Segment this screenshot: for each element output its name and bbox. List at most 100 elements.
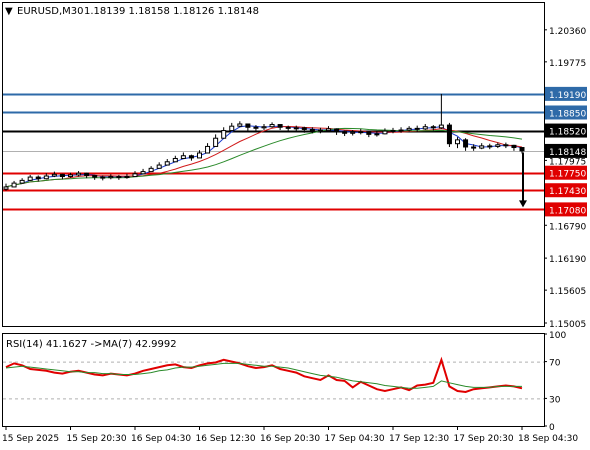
candle-body [35, 176, 41, 180]
candle-body [366, 131, 372, 135]
level-price-label: 1.18850 [549, 109, 586, 119]
level-price-tag [545, 105, 587, 120]
candle-body [108, 176, 114, 179]
candle-body [51, 173, 57, 177]
candle-body [3, 186, 9, 190]
candle-body [188, 155, 194, 159]
current-price-tag [545, 143, 587, 158]
price-tick-label: 1.19775 [549, 59, 586, 69]
candle-body [342, 131, 348, 134]
candle-body [455, 139, 460, 145]
candle-body [471, 146, 477, 149]
candle-body [261, 126, 267, 129]
time-tick-label: 16 Sep 04:30 [131, 434, 191, 444]
rsi-indicator: 100 70 30 0 [3, 331, 566, 433]
candle-body [301, 127, 307, 130]
candle-body [503, 144, 509, 147]
price-panel-frame [2, 2, 545, 327]
level-price-label: 1.19190 [549, 91, 586, 101]
candle-body [463, 139, 469, 148]
symbol-timeframe: EURUSD,M30 [17, 6, 83, 17]
candle-body [317, 129, 323, 132]
level-price-tag [545, 202, 587, 217]
candle-body [253, 126, 259, 129]
level-price-tag [545, 183, 587, 198]
rsi-ma-line [5, 362, 522, 389]
arrow-head [519, 200, 527, 208]
candle-body [180, 155, 186, 159]
candle-body [430, 126, 436, 129]
current-price-label: 1.18148 [549, 148, 586, 158]
candle-body [245, 123, 251, 128]
rsi-tick-label: 70 [549, 359, 561, 369]
candle-body [156, 164, 162, 169]
candle-body [438, 124, 444, 129]
forecast-arrow [519, 152, 527, 208]
rsi-tick-label: 30 [549, 395, 561, 405]
candle-body [140, 171, 146, 175]
time-tick-label: 17 Sep 04:30 [325, 434, 385, 444]
candle-body [100, 176, 106, 179]
candle-body [390, 130, 396, 133]
candle-body [84, 172, 90, 176]
level-price-label: 1.17080 [549, 206, 586, 216]
time-tick-label: 16 Sep 12:30 [196, 434, 256, 444]
time-tick-label: 18 Sep 04:30 [518, 434, 578, 444]
candle-body [237, 123, 243, 127]
level-price-tag [545, 86, 587, 101]
candle-body [519, 147, 525, 152]
candle-body [92, 174, 98, 178]
level-price-tag [545, 123, 587, 138]
candle-body [132, 173, 138, 178]
header-arrow-icon[interactable]: ▼ [5, 6, 13, 17]
candle-body [374, 133, 380, 136]
candle-body [172, 157, 178, 163]
candle-body [221, 130, 227, 139]
candle-body [350, 131, 356, 134]
candle-body [197, 152, 202, 159]
candle-body [511, 144, 517, 149]
candle-body [43, 175, 49, 180]
candle-body [76, 172, 82, 176]
candle-body [358, 131, 364, 134]
price-tick-label: 1.16790 [549, 222, 586, 232]
time-tick-label: 17 Sep 12:30 [389, 434, 449, 444]
candle-body [446, 124, 452, 145]
candlesticks [3, 93, 525, 191]
candle-body [382, 130, 388, 135]
rsi-panel-frame [2, 333, 545, 427]
ohlc-values: 1.18139 1.18158 1.18126 1.18148 [84, 6, 259, 17]
candle-body [11, 182, 17, 188]
time-tick-label: 15 Sep 2025 [2, 434, 59, 444]
candle-body [414, 127, 420, 130]
candle-body [495, 144, 501, 147]
candle-body [19, 179, 25, 184]
candle-body [422, 126, 428, 130]
level-price-tag [545, 165, 587, 180]
price-tick-label: 1.20360 [549, 27, 586, 37]
candle-body [309, 128, 315, 131]
rsi-tick-label: 100 [549, 331, 566, 341]
time-axis: 15 Sep 2025 15 Sep 20:30 16 Sep 04:30 16 Se… [2, 426, 578, 444]
time-tick-label: 16 Sep 20:30 [260, 434, 320, 444]
price-tick-label: 1.17975 [549, 157, 586, 167]
candle-body [164, 161, 170, 166]
level-price-label: 1.17750 [549, 170, 586, 180]
candle-body [487, 145, 493, 148]
candle-body [269, 124, 275, 128]
candle-body [229, 125, 235, 132]
ma-slow-line [5, 127, 523, 188]
candle-body [479, 145, 485, 149]
horizontal-levels [3, 93, 544, 211]
candle-body [326, 128, 331, 132]
candle-body [277, 124, 283, 128]
level-price-label: 1.18520 [549, 128, 586, 138]
price-tick-label: 1.15005 [549, 320, 586, 330]
candle-body [205, 145, 211, 154]
candle-body [213, 137, 219, 147]
candle-body [334, 128, 340, 133]
rsi-header: RSI(14) 41.1627 ->MA(7) 42.9992 [6, 339, 177, 350]
price-tick-label: 1.16190 [549, 255, 586, 265]
